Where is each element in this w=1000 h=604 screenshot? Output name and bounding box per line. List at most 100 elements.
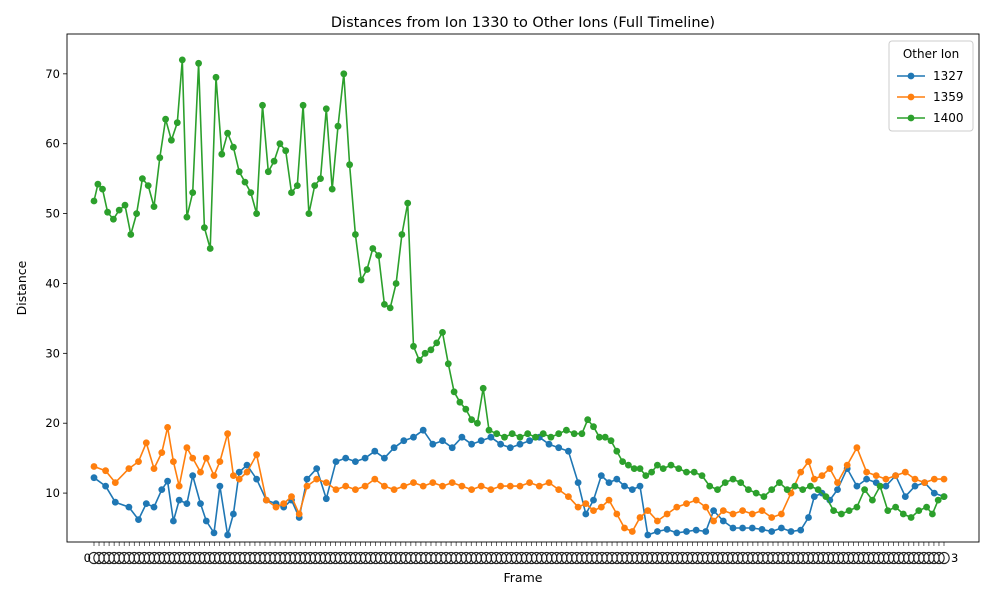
data-point-1359 [170,458,177,465]
y-tick-label: 60 [45,137,60,151]
data-point-1400 [110,215,117,223]
data-point-1400 [241,178,249,186]
data-point-1359 [930,475,938,483]
data-point-1327 [303,475,311,483]
data-point-1400 [334,122,342,130]
data-point-1359 [605,496,613,504]
data-point-1327 [882,482,890,490]
data-point-1359 [555,486,563,493]
data-point-1400 [539,430,547,438]
data-point-1400 [830,507,837,514]
data-point-1359 [654,517,661,525]
data-point-1400 [456,398,464,406]
legend-entry-1400: 1400 [897,111,964,125]
data-point-1400 [807,482,814,490]
data-point-1400 [714,486,721,493]
data-point-1359 [853,444,861,452]
series-1400 [90,56,948,521]
data-point-1400 [683,468,690,476]
data-point-1400 [493,430,501,438]
data-point-1359 [216,458,224,465]
data-point-1359 [748,510,756,518]
data-point-1400 [737,479,745,486]
data-point-1359 [262,496,270,504]
data-point-1327 [468,440,475,448]
data-point-1400 [721,479,729,486]
data-point-1327 [313,465,321,472]
data-point-1400 [121,201,129,209]
data-point-1400 [433,339,441,347]
data-point-1359 [834,479,841,486]
y-tick-label: 40 [45,276,60,290]
data-point-1400 [206,245,214,252]
data-point-1359 [183,444,191,452]
data-point-1359 [150,465,158,472]
data-point-1327 [111,498,119,506]
data-point-1400 [760,493,768,500]
data-point-1327 [545,440,553,448]
data-point-1400 [613,447,621,455]
data-point-1359 [253,451,260,459]
data-point-1400 [317,175,324,183]
data-point-1400 [357,276,365,284]
data-point-1400 [386,304,394,312]
data-point-1400 [563,426,570,434]
data-point-1400 [104,208,111,216]
data-point-1359 [613,510,621,518]
data-point-1400 [352,231,359,238]
data-point-1359 [921,479,928,486]
data-point-1400 [547,433,555,441]
data-point-1400 [212,73,220,81]
data-point-1327 [400,437,408,445]
data-point-1400 [654,461,661,469]
data-point-1359 [526,479,533,486]
data-point-1400 [524,430,532,438]
data-point-1400 [201,224,208,232]
data-point-1359 [175,482,183,490]
data-point-1359 [506,482,514,490]
data-point-1359 [810,475,818,483]
data-point-1400 [415,356,423,364]
data-point-1400 [235,168,243,176]
data-point-1400 [218,150,226,158]
data-point-1400 [127,231,135,238]
data-point-1359 [400,482,408,490]
data-point-1359 [142,439,150,447]
data-point-1359 [636,514,644,521]
data-point-1327 [390,444,398,452]
data-point-1359 [158,449,166,456]
data-point-1327 [381,454,388,462]
data-point-1359 [892,472,899,479]
data-point-1400 [444,360,452,368]
data-point-1327 [506,444,514,452]
data-point-1327 [448,444,456,452]
data-point-1327 [901,493,909,500]
data-point-1400 [636,465,644,472]
data-point-1400 [479,384,487,392]
data-point-1327 [797,526,805,534]
data-point-1400 [555,430,563,438]
x-tick-label-last: 3 [951,551,958,565]
series-line-1400 [93,59,945,519]
data-point-1327 [710,507,717,514]
data-point-1359 [692,496,700,504]
data-point-1327 [158,486,166,493]
data-point-1359 [352,486,359,493]
legend-marker [907,114,915,122]
data-point-1359 [102,467,109,475]
data-point-1400 [144,182,152,190]
legend-title: Other Ion [903,47,959,61]
data-point-1359 [280,500,288,507]
data-point-1359 [565,493,572,500]
legend-entry-1359: 1359 [897,90,964,104]
data-point-1359 [805,458,812,465]
data-point-1400 [745,486,752,493]
data-point-1359 [361,482,369,490]
data-point-1327 [805,514,812,521]
data-point-1359 [621,524,628,532]
data-point-1327 [202,517,210,525]
data-point-1327 [787,528,795,535]
data-point-1359 [210,472,218,479]
data-point-1400 [596,433,603,441]
